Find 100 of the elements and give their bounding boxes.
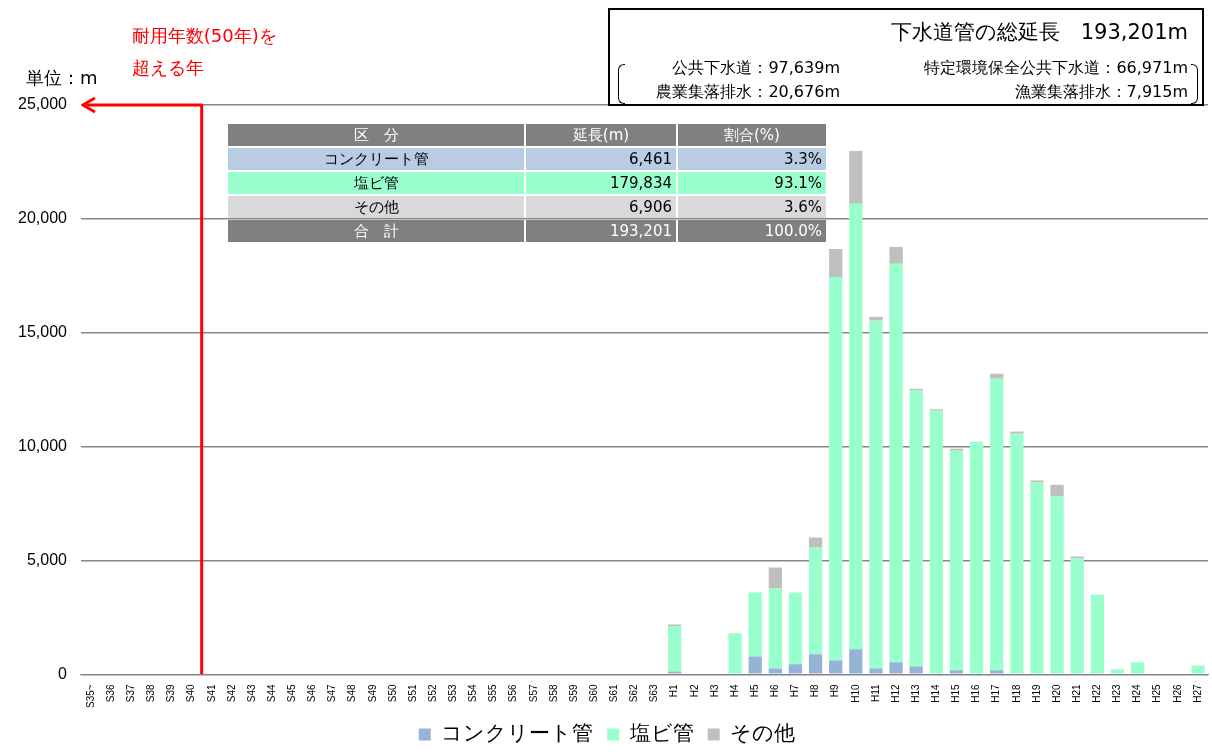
x-tick-label: H15 [950, 683, 962, 703]
x-tick-label: H6 [769, 683, 781, 698]
bar [808, 654, 823, 674]
bar [768, 588, 782, 669]
x-tick-label: H12 [889, 683, 901, 703]
chart-title: 下水道管の総延長 193,201m [890, 19, 1188, 46]
bar [748, 656, 762, 674]
text: 漁業集落排水：7,915m [1014, 82, 1188, 103]
x-tick-label: S49 [366, 683, 378, 703]
bar [1030, 480, 1044, 483]
bar [1010, 433, 1024, 674]
x-tick-label: S38 [145, 683, 157, 703]
y-tick-label: 0 [58, 664, 68, 682]
x-tick-label: S41 [205, 683, 217, 703]
annotation: コンクリート管 [228, 148, 524, 170]
annotation: 3.6% [678, 196, 826, 218]
x-tick-label: H24 [1131, 683, 1143, 703]
bar [1191, 665, 1205, 674]
y-tick-label: 15,000 [18, 323, 68, 341]
x-tick-label: H17 [990, 683, 1002, 703]
annotation: 179,834 [526, 172, 676, 194]
x-tick-label: S53 [447, 683, 459, 703]
annotation: 100.0% [678, 220, 826, 242]
x-tick-label: S37 [125, 683, 136, 703]
x-tick-label: S35~ [84, 684, 96, 709]
bar [869, 316, 883, 321]
y-tick-label: 25,000 [18, 95, 68, 113]
legend-label: 塩ビ管 [628, 721, 694, 745]
annotation: 塩ビ管 [228, 172, 524, 194]
bar [949, 448, 964, 451]
x-tick-label: S54 [467, 683, 479, 703]
x-tick-label: H23 [1111, 683, 1123, 703]
y-tick-label: 20,000 [18, 209, 68, 227]
bar [808, 547, 823, 655]
x-tick-label: H21 [1070, 683, 1082, 703]
y-tick-label: 10,000 [18, 437, 68, 455]
y-axis-title: 単位：m [26, 66, 98, 90]
x-tick-label: H11 [869, 683, 881, 702]
bar [909, 666, 923, 674]
bar [768, 567, 782, 589]
x-tick-label: H10 [849, 683, 861, 703]
annotation: 区 分 [228, 124, 524, 146]
bar [949, 450, 964, 671]
x-tick-label: S50 [386, 683, 398, 703]
bar [1090, 594, 1104, 674]
x-tick-label: S55 [487, 683, 499, 703]
x-tick-label: S48 [346, 683, 358, 703]
bar [990, 378, 1004, 671]
y-tick-label: 5,000 [26, 550, 68, 568]
annotation: 6,906 [526, 196, 676, 218]
bar [829, 276, 843, 661]
x-tick-label: S45 [286, 683, 298, 703]
x-tick-label: S44 [265, 683, 277, 703]
x-tick-label: H7 [789, 683, 801, 698]
x-tick-label: S52 [426, 683, 438, 703]
bar [668, 671, 682, 674]
text: 農業集落排水：20,676m [655, 82, 840, 103]
x-tick-label: H2 [688, 683, 700, 698]
x-tick-label: S58 [547, 683, 559, 703]
bar [1030, 482, 1044, 674]
x-tick-label: H19 [1030, 683, 1042, 703]
bar [969, 441, 984, 674]
x-tick-label: H14 [930, 683, 942, 703]
bar [788, 664, 803, 674]
annotation: 93.1% [678, 172, 826, 194]
x-tick-label: H8 [809, 683, 821, 698]
x-tick-label: S39 [165, 683, 177, 703]
annotation: 6,461 [526, 148, 676, 170]
bar [1050, 484, 1064, 497]
x-tick-label: S42 [225, 683, 237, 703]
bar [889, 263, 903, 663]
x-tick-label: S56 [507, 683, 519, 703]
bar [990, 373, 1004, 379]
legend-label: その他 [730, 721, 796, 745]
x-tick-label: S46 [306, 683, 318, 703]
annotation: 延長(m) [526, 124, 676, 146]
x-tick-label: H26 [1171, 683, 1183, 703]
bar [829, 248, 843, 277]
bar [849, 203, 863, 650]
bar [668, 624, 682, 627]
annotation: 合 計 [228, 220, 524, 242]
bar [849, 649, 863, 674]
x-tick-label: S59 [567, 683, 579, 703]
bar [768, 668, 782, 674]
bar [668, 626, 682, 672]
bar [889, 246, 903, 264]
bar [949, 670, 964, 674]
bar [869, 320, 883, 669]
x-tick-label: S47 [326, 683, 338, 703]
annotation: 193,201 [526, 220, 676, 242]
bar [990, 670, 1004, 674]
x-tick-label: H9 [829, 683, 841, 698]
x-tick-label: H27 [1191, 683, 1203, 703]
x-tick-label: H25 [1151, 683, 1163, 703]
x-tick-label: H18 [1010, 683, 1022, 703]
bar [1070, 556, 1084, 559]
x-tick-label: H16 [970, 683, 982, 703]
ref-line-label: 耐用年数(50年)を超える年 [131, 24, 277, 78]
bar [869, 668, 883, 674]
x-tick-label: H5 [748, 683, 760, 698]
